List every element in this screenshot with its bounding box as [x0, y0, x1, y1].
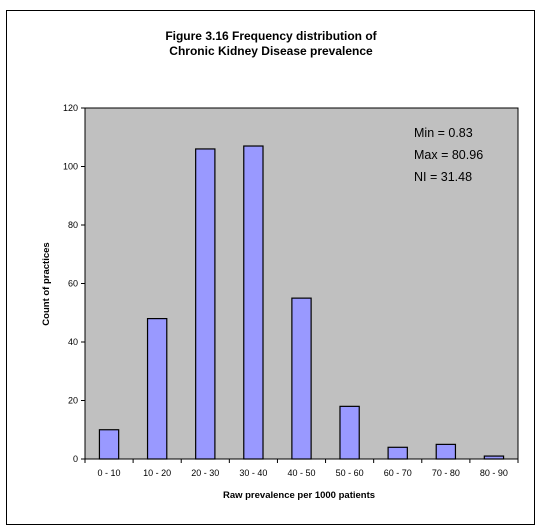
- x-tick-label: 0 - 10: [98, 468, 121, 478]
- bar-50-60: [339, 405, 360, 460]
- bar-10-20: [146, 318, 168, 460]
- bar-60-70: [387, 446, 408, 460]
- chart: Figure 3.16 Frequency distribution of Ch…: [41, 29, 519, 501]
- x-tick-label: 10 - 20: [143, 468, 171, 478]
- x-tick-label: 50 - 60: [336, 468, 364, 478]
- y-tick-label: 40: [68, 337, 78, 347]
- x-tick-label: 80 - 90: [480, 468, 508, 478]
- annotation-min: Min = 0.83: [414, 126, 473, 140]
- y-tick-label: 20: [68, 396, 78, 406]
- bar-30-40: [243, 145, 264, 460]
- chart-title-line-1: Figure 3.16 Frequency distribution of: [165, 29, 377, 43]
- x-axis: 0 - 10 10 - 20 20 - 30 30 - 40 40 - 50 50 - 6…: [84, 459, 519, 478]
- x-tick-label: 40 - 50: [287, 468, 315, 478]
- x-tick-label: 70 - 80: [432, 468, 460, 478]
- y-tick-label: 120: [63, 103, 78, 113]
- y-axis: 0 20 40 60 80 100 120: [63, 103, 85, 464]
- y-axis-label: Count of practices: [41, 242, 52, 325]
- y-tick-label: 60: [68, 279, 78, 289]
- x-tick-label: 30 - 40: [239, 468, 267, 478]
- x-axis-label: Raw prevalence per 1000 patients: [223, 490, 375, 501]
- bar-80-90: [483, 455, 505, 460]
- x-tick-label: 20 - 30: [191, 468, 219, 478]
- chart-frame: Figure 3.16 Frequency distribution of Ch…: [6, 10, 535, 525]
- annotation-max: Max = 80.96: [414, 148, 483, 162]
- chart-title-line-2: Chronic Kidney Disease prevalence: [169, 44, 373, 58]
- annotation-ni: NI = 31.48: [414, 170, 472, 184]
- bar-20-30: [195, 148, 216, 460]
- bar-0-10: [98, 429, 120, 460]
- bar-40-50: [291, 297, 312, 460]
- y-tick-label: 0: [73, 454, 78, 464]
- stats-annotation: Min = 0.83 Max = 80.96 NI = 31.48: [414, 126, 483, 184]
- y-tick-label: 80: [68, 220, 78, 230]
- bars-group: [98, 145, 505, 460]
- x-tick-label: 60 - 70: [384, 468, 412, 478]
- bar-70-80: [435, 443, 457, 460]
- y-tick-label: 100: [63, 162, 78, 172]
